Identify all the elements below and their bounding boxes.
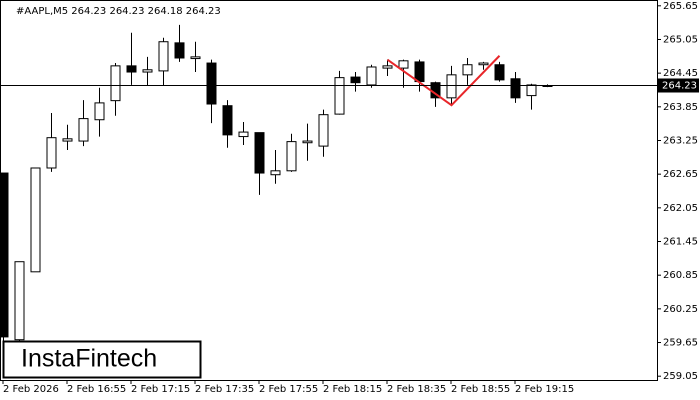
y-tick-label: 265.05 (663, 34, 698, 45)
candle-body (78, 118, 89, 142)
candle-body (414, 61, 425, 83)
logo-box (2, 340, 202, 379)
candle-body (46, 137, 57, 169)
candle-body (238, 131, 249, 138)
x-tick-label: 2 Feb 16:55 (67, 384, 126, 395)
candle-body (126, 65, 137, 73)
candle-body (158, 41, 169, 72)
candle-body (302, 140, 313, 144)
plot-frame (0, 0, 658, 381)
candle-body (14, 261, 25, 341)
candle-body (94, 102, 105, 121)
y-tick-label: 260.85 (663, 270, 698, 281)
x-tick-label: 2 Feb 17:15 (131, 384, 190, 395)
candle-body (0, 172, 9, 338)
y-tick-label: 263.25 (663, 135, 698, 146)
x-tick-label: 2 Feb 19:15 (515, 384, 574, 395)
candle-body (286, 141, 297, 172)
x-tick-label: 2 Feb 17:55 (259, 384, 318, 395)
candle-body (462, 64, 473, 76)
y-tick-label: 259.05 (663, 371, 698, 382)
y-tick-label: 262.05 (663, 203, 698, 214)
logo: InstaFintech (21, 345, 157, 373)
candle-body (222, 105, 233, 136)
candle-body (478, 62, 489, 66)
candle-body (254, 132, 265, 174)
candle-body (110, 65, 121, 102)
candle-body (526, 84, 537, 97)
price-label: 264.23 (662, 80, 697, 91)
y-tick-label: 259.65 (663, 338, 698, 349)
y-tick-label: 262.65 (663, 169, 698, 180)
candle-body (62, 138, 73, 142)
x-tick-label: 2 Feb 18:15 (323, 384, 382, 395)
candle-body (366, 66, 377, 86)
candle-body (142, 69, 153, 73)
chart-header: #AAPL,M5 264.23 264.23 264.18 264.23 (16, 6, 221, 17)
y-tick-label: 260.25 (663, 304, 698, 315)
candle-body (382, 65, 393, 69)
candle-body (334, 77, 345, 115)
y-tick-label: 265.65 (663, 1, 698, 12)
candle-body (494, 64, 505, 81)
candle-body (398, 60, 409, 69)
candle-body (174, 42, 185, 59)
candle-body (190, 56, 201, 60)
pattern-line (386, 55, 501, 107)
candle-body (206, 62, 217, 105)
candle-body (270, 170, 281, 176)
x-tick-label: 2 Feb 18:35 (387, 384, 446, 395)
price-label-box (658, 78, 699, 93)
candle-body (510, 78, 521, 99)
x-tick-label: 2 Feb 17:35 (195, 384, 254, 395)
candle-body (30, 167, 41, 273)
candle-body (318, 114, 329, 147)
y-tick-label: 263.85 (663, 102, 698, 113)
y-tick-label: 264.45 (663, 68, 698, 79)
x-tick-label: 2 Feb 18:55 (451, 384, 510, 395)
candle-body (446, 74, 457, 99)
y-tick-label: 261.45 (663, 237, 698, 248)
candle-body (350, 76, 361, 84)
x-tick-label: 2 Feb 2026 (3, 384, 59, 395)
